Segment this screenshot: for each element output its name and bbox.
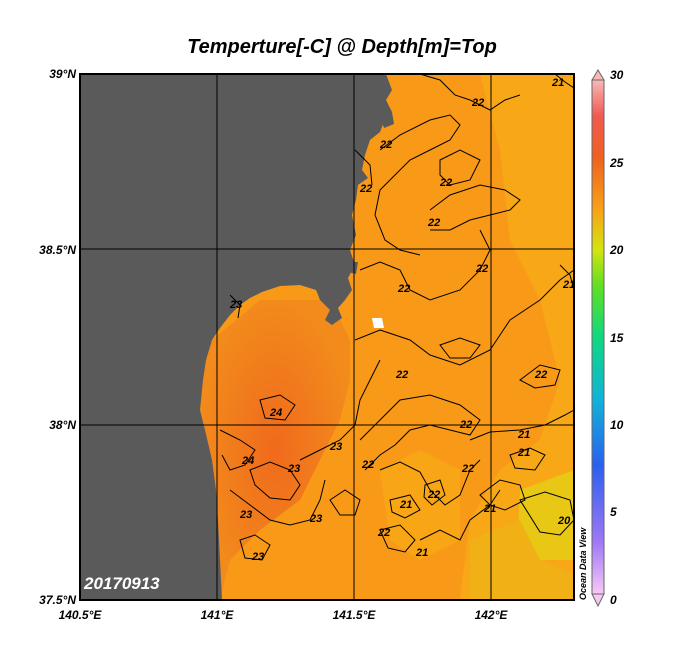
contour-label: 22 — [534, 369, 547, 381]
y-tick-label: 37.5°N — [39, 593, 76, 607]
contour-label: 21 — [483, 503, 496, 515]
contour-label: 22 — [379, 139, 392, 151]
contour-label: 22 — [427, 217, 440, 229]
colorbar-tick-label: 20 — [610, 243, 624, 257]
y-tick-label: 38.5°N — [39, 243, 76, 257]
contour-label: 22 — [397, 283, 410, 295]
x-tick-label: 140.5°E — [58, 608, 102, 622]
contour-label: 23 — [229, 299, 242, 311]
contour-label: 24 — [269, 407, 282, 419]
contour-label: 22 — [475, 263, 488, 275]
odv-watermark: Ocean Data View — [578, 527, 588, 600]
contour-label: 23 — [239, 509, 252, 521]
contour-label: 21 — [562, 279, 575, 291]
colorbar-tick-label: 5 — [610, 505, 617, 519]
x-tick-label: 141.5°E — [332, 608, 376, 622]
contour-label: 24 — [241, 455, 254, 467]
y-tick-label: 39°N — [49, 67, 76, 81]
colorbar-tick-label: 15 — [610, 331, 624, 345]
colorbar-tick-label: 10 — [610, 418, 624, 432]
coolest-water-zone — [518, 470, 574, 560]
x-tick-label: 141°E — [200, 608, 234, 622]
colorbar-tick-label: 0 — [610, 593, 617, 607]
contour-label: 22 — [377, 527, 390, 539]
contour-label: 22 — [395, 369, 408, 381]
contour-label: 22 — [361, 459, 374, 471]
contour-label: 22 — [471, 97, 484, 109]
colorbar — [591, 69, 605, 608]
contour-lines — [219, 74, 574, 561]
contour-label: 22 — [427, 489, 440, 501]
contour-label: 21 — [551, 77, 564, 89]
colorbar-tick-label: 25 — [610, 156, 624, 170]
contour-label: 20 — [557, 515, 571, 527]
map-frame — [79, 73, 575, 601]
land-mass — [80, 74, 392, 600]
contour-label: 22 — [439, 177, 452, 189]
y-tick-label: 38°N — [49, 418, 76, 432]
contour-label: 22 — [359, 183, 372, 195]
contour-label: 21 — [517, 429, 530, 441]
date-label: 20170913 — [84, 574, 160, 593]
cool-water-zone — [460, 74, 574, 600]
map-title: Temperture[-C] @ Depth[m]=Top — [187, 36, 497, 58]
contour-label: 21 — [399, 499, 412, 511]
grid-lines — [80, 74, 574, 600]
contour-label: 22 — [461, 463, 474, 475]
x-tick-label: 142°E — [474, 608, 508, 622]
contour-label: 21 — [415, 547, 428, 559]
contour-labels: 22 22 22 22 22 22 22 22 22 22 22 22 23 2… — [229, 77, 575, 563]
contour-label: 23 — [329, 441, 342, 453]
contour-label: 23 — [287, 463, 300, 475]
contour-label: 23 — [309, 513, 322, 525]
contour-label: 21 — [517, 447, 530, 459]
colorbar-tick-label: 30 — [610, 68, 624, 82]
warm-water-zone — [200, 300, 350, 600]
contour-label: 23 — [251, 551, 264, 563]
